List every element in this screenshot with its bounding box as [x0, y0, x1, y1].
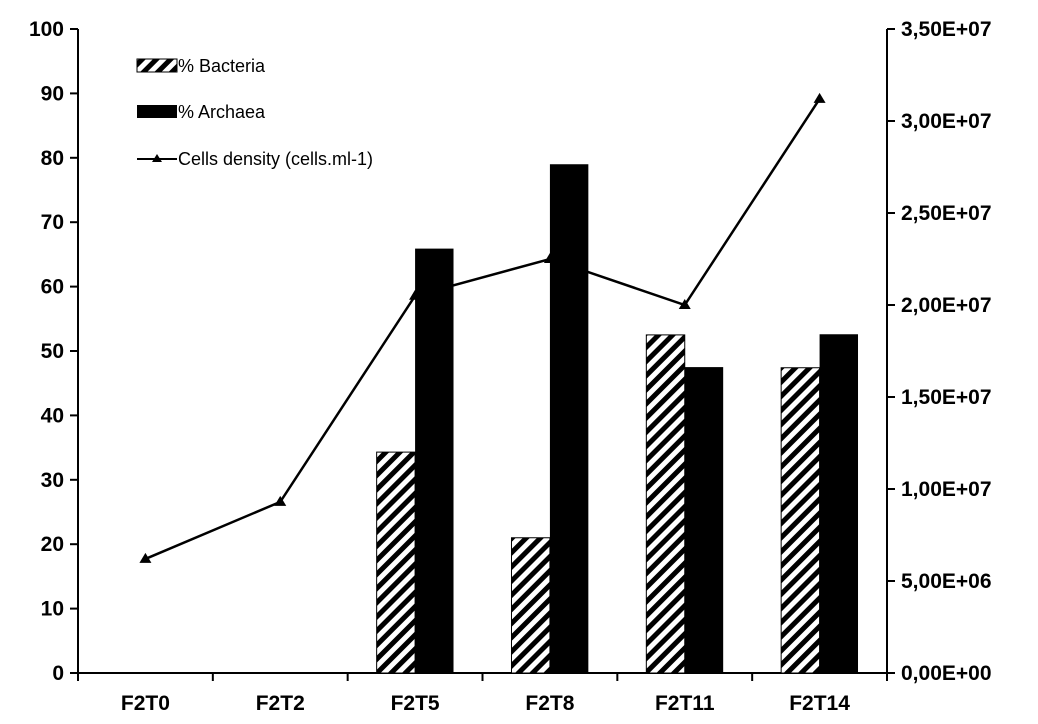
left-y-tick-label: 90 — [41, 82, 64, 105]
cells-density-point-f2t0 — [139, 552, 152, 563]
line-series — [139, 92, 826, 563]
x-tick-label: F2T5 — [391, 692, 440, 715]
cells-density-line — [144, 98, 821, 561]
right-y-tick-label: 1,00E+07 — [901, 478, 992, 501]
cells-density-point-f2t2 — [274, 495, 287, 506]
legend-swatch-archaea — [137, 105, 177, 118]
legend-marker-cells-density — [152, 154, 162, 162]
right-y-tick-label: 3,00E+07 — [901, 110, 992, 133]
cells-density-point-f2t8 — [543, 253, 556, 263]
left-y-tick-label: 10 — [41, 598, 64, 621]
left-y-tick-label: 40 — [41, 404, 64, 427]
right-y-tick-label: 2,00E+07 — [901, 294, 992, 317]
left-y-tick-label: 0 — [52, 662, 64, 685]
bar-bacteria-f2t11 — [645, 334, 686, 674]
legend-swatch-bacteria — [136, 58, 178, 73]
axes — [77, 29, 888, 674]
left-y-tick-label: 60 — [41, 276, 64, 299]
left-y-tick-label: 70 — [41, 211, 64, 234]
x-tick-label: F2T2 — [256, 692, 305, 715]
right-y-ticks: 0,00E+00 5,00E+06 1,00E+07 1,50E+07 2,00E+07… — [887, 18, 992, 685]
x-tick-label: F2T8 — [525, 692, 574, 715]
right-y-tick-label: 0,00E+00 — [901, 662, 992, 685]
bar-archaea-f2t14 — [819, 334, 859, 673]
bars — [376, 164, 859, 674]
legend-label-archaea: % Archaea — [178, 102, 266, 122]
x-ticks: F2T0 F2T2 F2T5 F2T8 F2T11 F2T14 — [77, 673, 888, 715]
left-y-tick-label: 80 — [41, 147, 64, 170]
bar-archaea-f2t11 — [684, 367, 724, 673]
cells-density-point-f2t5 — [409, 289, 422, 300]
legend: % Bacteria % Archaea Cells density (cell… — [136, 56, 373, 169]
legend-item-bacteria: % Bacteria — [136, 56, 266, 76]
right-y-tick-label: 1,50E+07 — [901, 386, 992, 409]
x-tick-label: F2T0 — [121, 692, 170, 715]
bar-archaea-f2t5 — [415, 248, 454, 673]
x-tick-label: F2T14 — [789, 692, 850, 715]
cells-density-point-f2t14 — [813, 92, 826, 103]
left-y-tick-label: 100 — [29, 18, 64, 41]
left-y-tick-label: 50 — [41, 340, 64, 363]
legend-label-cells-density: Cells density (cells.ml-1) — [178, 149, 373, 169]
right-y-tick-label: 2,50E+07 — [901, 202, 992, 225]
bar-archaea-f2t8 — [549, 164, 589, 674]
legend-item-archaea: % Archaea — [137, 102, 266, 122]
bar-bacteria-f2t14 — [780, 367, 821, 674]
bar-bacteria-f2t5 — [376, 451, 416, 674]
legend-label-bacteria: % Bacteria — [178, 56, 266, 76]
legend-item-cells-density: Cells density (cells.ml-1) — [137, 149, 373, 169]
left-y-tick-label: 20 — [41, 533, 64, 556]
x-tick-label: F2T11 — [655, 692, 715, 715]
right-y-tick-label: 5,00E+06 — [901, 570, 992, 593]
right-y-tick-label: 3,50E+07 — [901, 18, 992, 41]
cells-density-point-f2t11 — [678, 299, 691, 309]
left-y-ticks: 0 10 20 30 40 50 60 70 80 90 100 — [29, 18, 78, 685]
left-y-tick-label: 30 — [41, 469, 64, 492]
bar-bacteria-f2t8 — [510, 537, 551, 674]
